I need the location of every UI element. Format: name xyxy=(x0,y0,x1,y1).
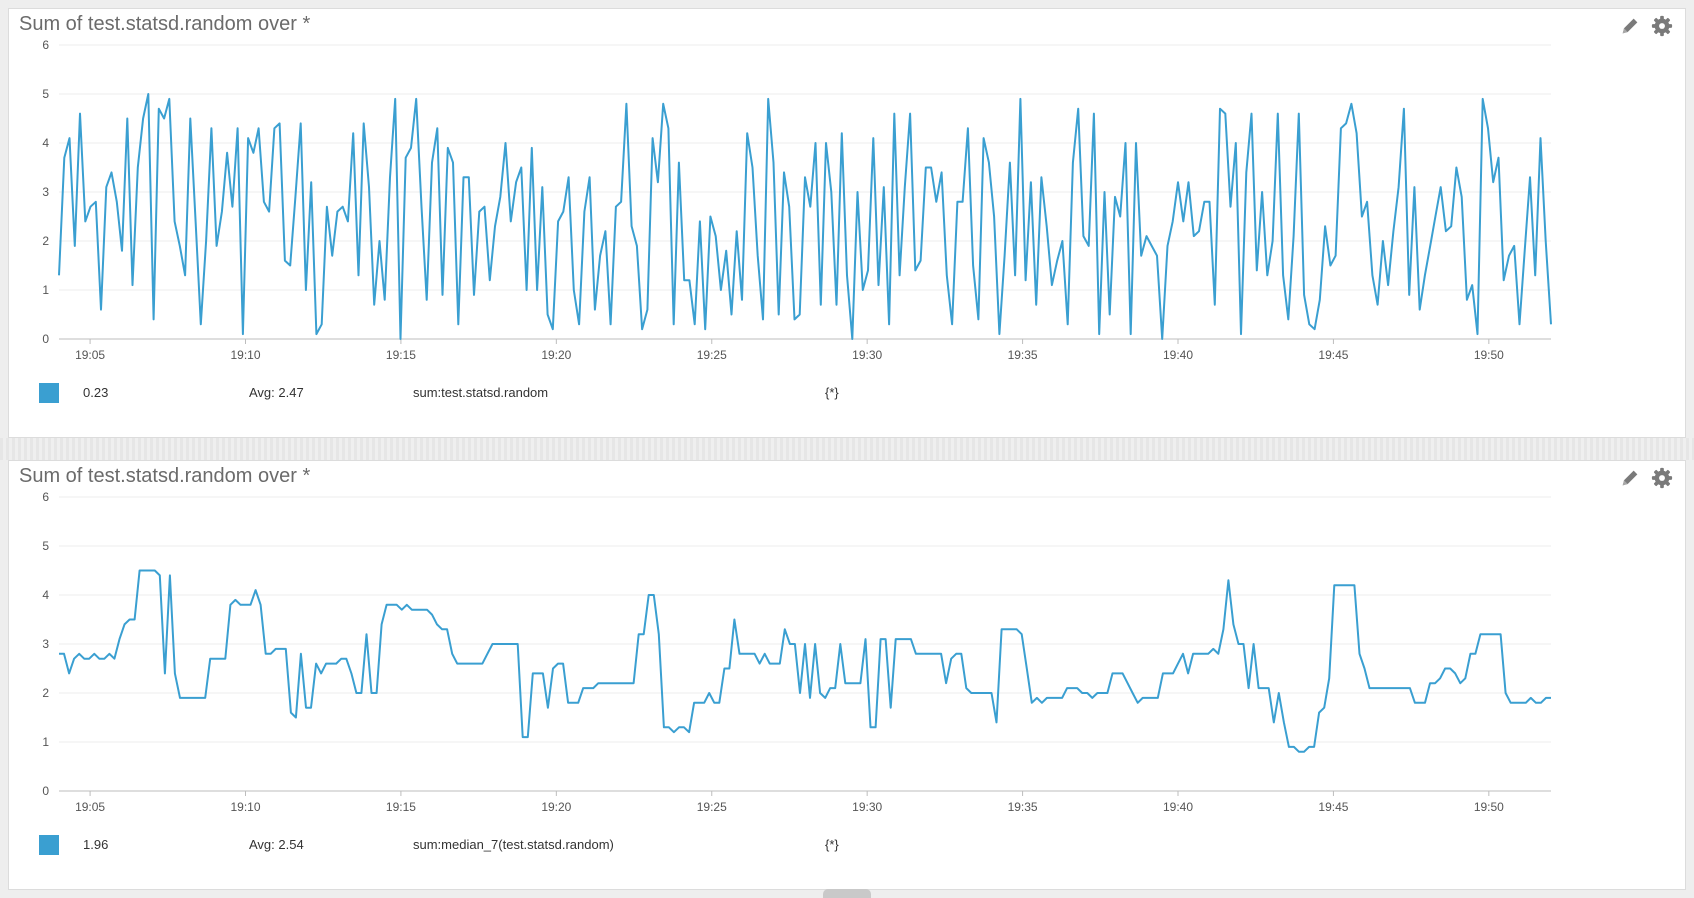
panel-tools xyxy=(1619,467,1673,489)
gear-icon[interactable] xyxy=(1651,467,1673,489)
x-tick-label: 19:45 xyxy=(1318,348,1348,362)
x-tick-label: 19:30 xyxy=(852,348,882,362)
x-tick-label: 19:15 xyxy=(386,348,416,362)
timeseries-panel-1: Sum of test.statsd.random over * 0 1 2 3 4 5 6… xyxy=(8,8,1686,438)
legend-swatch xyxy=(39,835,59,855)
y-tick-label: 1 xyxy=(42,283,49,297)
y-tick-label: 0 xyxy=(42,332,49,346)
x-tick-label: 19:05 xyxy=(75,348,105,362)
legend: 1.96 Avg: 2.54 sum:median_7(test.statsd.… xyxy=(9,833,1685,863)
y-tick-label: 3 xyxy=(42,637,49,651)
y-tick-label: 5 xyxy=(42,539,49,553)
y-tick-label: 2 xyxy=(42,234,49,248)
x-tick-label: 19:10 xyxy=(230,348,260,362)
x-tick-label: 19:20 xyxy=(541,348,571,362)
x-tick-label: 19:40 xyxy=(1163,348,1193,362)
x-tick-label: 19:20 xyxy=(541,800,571,814)
series-line xyxy=(58,93,1552,340)
pencil-icon[interactable] xyxy=(1619,467,1641,489)
x-tick-label: 19:15 xyxy=(386,800,416,814)
legend-query: sum:median_7(test.statsd.random) xyxy=(413,837,614,852)
legend-scope: {*} xyxy=(825,385,839,400)
y-tick-label: 4 xyxy=(42,588,49,602)
x-tick-label: 19:30 xyxy=(852,800,882,814)
x-tick-label: 19:50 xyxy=(1474,800,1504,814)
resize-handle[interactable] xyxy=(823,889,871,898)
legend: 0.23 Avg: 2.47 sum:test.statsd.random {*… xyxy=(9,381,1685,411)
x-tick-label: 19:45 xyxy=(1318,800,1348,814)
y-tick-label: 6 xyxy=(42,38,49,52)
panel-tools xyxy=(1619,15,1673,37)
gear-icon[interactable] xyxy=(1651,15,1673,37)
y-tick-label: 3 xyxy=(42,185,49,199)
legend-avg: Avg: 2.47 xyxy=(249,385,304,400)
y-tick-label: 2 xyxy=(42,686,49,700)
panel-divider xyxy=(0,438,1694,460)
x-tick-label: 19:10 xyxy=(230,800,260,814)
legend-swatch xyxy=(39,383,59,403)
pencil-icon[interactable] xyxy=(1619,15,1641,37)
line-chart-1: 0 1 2 3 4 5 6 19:05 19:10 19:15 19:20 19:25 19:30 19:… xyxy=(42,38,1552,362)
x-tick-label: 19:35 xyxy=(1008,800,1038,814)
x-tick-label: 19:05 xyxy=(75,800,105,814)
x-tick-label: 19:50 xyxy=(1474,348,1504,362)
timeseries-panel-2: Sum of test.statsd.random over * 0 1 2 3 4 5 6… xyxy=(8,460,1686,890)
x-tick-label: 19:25 xyxy=(697,800,727,814)
y-tick-label: 6 xyxy=(42,490,49,504)
x-tick-label: 19:40 xyxy=(1163,800,1193,814)
legend-value: 0.23 xyxy=(83,385,109,400)
legend-query: sum:test.statsd.random xyxy=(413,385,549,400)
y-tick-label: 0 xyxy=(42,784,49,798)
legend-value: 1.96 xyxy=(83,837,109,852)
x-tick-label: 19:35 xyxy=(1008,348,1038,362)
legend-scope: {*} xyxy=(825,837,839,852)
series-line xyxy=(59,569,1551,753)
y-tick-label: 5 xyxy=(42,87,49,101)
y-tick-label: 1 xyxy=(42,735,49,749)
line-chart-2: 0 1 2 3 4 5 6 19:05 19:10 19:15 19:20 19:25 19:30 19:… xyxy=(42,490,1551,814)
panel-title: Sum of test.statsd.random over * xyxy=(19,13,311,35)
panel-title: Sum of test.statsd.random over * xyxy=(19,465,311,487)
y-tick-label: 4 xyxy=(42,136,49,150)
x-tick-label: 19:25 xyxy=(697,348,727,362)
legend-avg: Avg: 2.54 xyxy=(249,837,304,852)
